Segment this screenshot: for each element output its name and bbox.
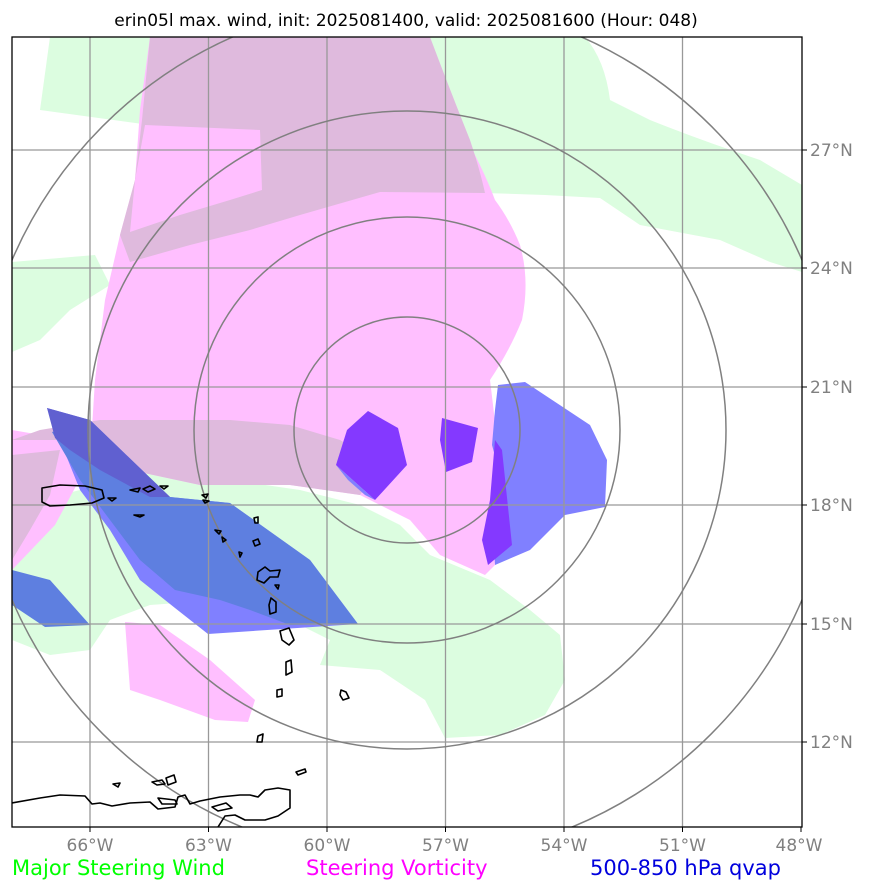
range-ring-3deg (293, 316, 521, 544)
coast-island-7 (133, 514, 145, 518)
longitude-ticks: 66°W 63°W 60°W 57°W 54°W 51°W 48°W (67, 827, 823, 856)
lat-tick-label-24n: 24°N (810, 259, 853, 279)
coast-guadeloupe (256, 566, 281, 584)
legend-qvap: 500-850 hPa qvap (590, 856, 781, 880)
coastlines (12, 484, 350, 827)
coast-st-vincent (276, 688, 283, 698)
gridlines (12, 37, 802, 827)
coast-island-15 (151, 779, 166, 786)
lat-tick-label-27n: 27°N (810, 141, 853, 161)
coast-island-6 (202, 499, 210, 504)
coast-island-4 (159, 485, 169, 490)
qvap-area-west (12, 570, 90, 627)
coast-island-13 (274, 584, 280, 590)
range-rings (12, 37, 802, 827)
coast-st-lucia (285, 659, 293, 676)
coast-puerto-rico (41, 484, 105, 507)
legend: Major Steering Wind Steering Vorticity 5… (12, 856, 781, 880)
lon-tick-label-54w: 54°W (541, 836, 588, 856)
qvap-area-core-west (336, 411, 407, 500)
lon-tick-label-57w: 57°W (422, 836, 469, 856)
lon-tick-label-60w: 60°W (304, 836, 351, 856)
coast-island-8 (214, 529, 222, 535)
legend-steering-wind: Major Steering Wind (12, 856, 225, 880)
lon-tick-label-63w: 63°W (185, 836, 232, 856)
coast-island-18 (211, 802, 233, 812)
coast-barbados (339, 689, 350, 701)
lat-tick-label-12n: 12°N (810, 733, 853, 753)
coast-island-14 (112, 782, 121, 788)
coast-island-10 (253, 516, 259, 524)
qvap-area-east (492, 382, 607, 565)
coast-martinique (279, 627, 295, 646)
lon-tick-label-48w: 48°W (776, 836, 823, 856)
qvap-area-core-east (440, 418, 478, 472)
lat-tick-label-15n: 15°N (810, 615, 853, 635)
coast-island-5 (201, 493, 209, 499)
lat-tick-label-21n: 21°N (810, 378, 853, 398)
coast-island-11 (252, 538, 261, 547)
lon-tick-label-66w: 66°W (67, 836, 114, 856)
lon-tick-label-51w: 51°W (659, 836, 706, 856)
vorticity-area-south (125, 622, 255, 722)
coast-island-17 (157, 797, 178, 805)
coast-grenada (256, 733, 264, 743)
plot-frame (11, 36, 803, 828)
coast-dominica (268, 597, 277, 615)
coast-venezuela (12, 787, 291, 827)
range-ring-6deg (193, 216, 621, 644)
qvap-areas (12, 382, 607, 634)
plot-area (12, 37, 802, 827)
coast-tobago (295, 768, 307, 776)
coast-island-9 (221, 536, 227, 543)
legend-steering-vorticity: Steering Vorticity (306, 856, 488, 880)
latitude-ticks: 27°N 24°N 21°N 18°N 15°N 12°N (802, 141, 853, 753)
steering-wind-area-west (12, 255, 110, 352)
qvap-area-east-overlap (482, 440, 512, 565)
qvap-area-core-west-lower (336, 465, 375, 500)
qvap-area-band-top (47, 408, 170, 497)
range-ring-9deg (87, 110, 727, 750)
lat-tick-label-18n: 18°N (810, 496, 853, 516)
coast-island-12 (238, 551, 243, 558)
coast-island-3 (142, 485, 156, 493)
coast-island-1 (107, 497, 117, 502)
coast-island-16 (165, 774, 177, 786)
coast-island-2 (129, 487, 141, 493)
overlap-area-north-inner (130, 125, 262, 232)
figure-title: erin05l max. wind, init: 2025081400, val… (114, 11, 697, 31)
